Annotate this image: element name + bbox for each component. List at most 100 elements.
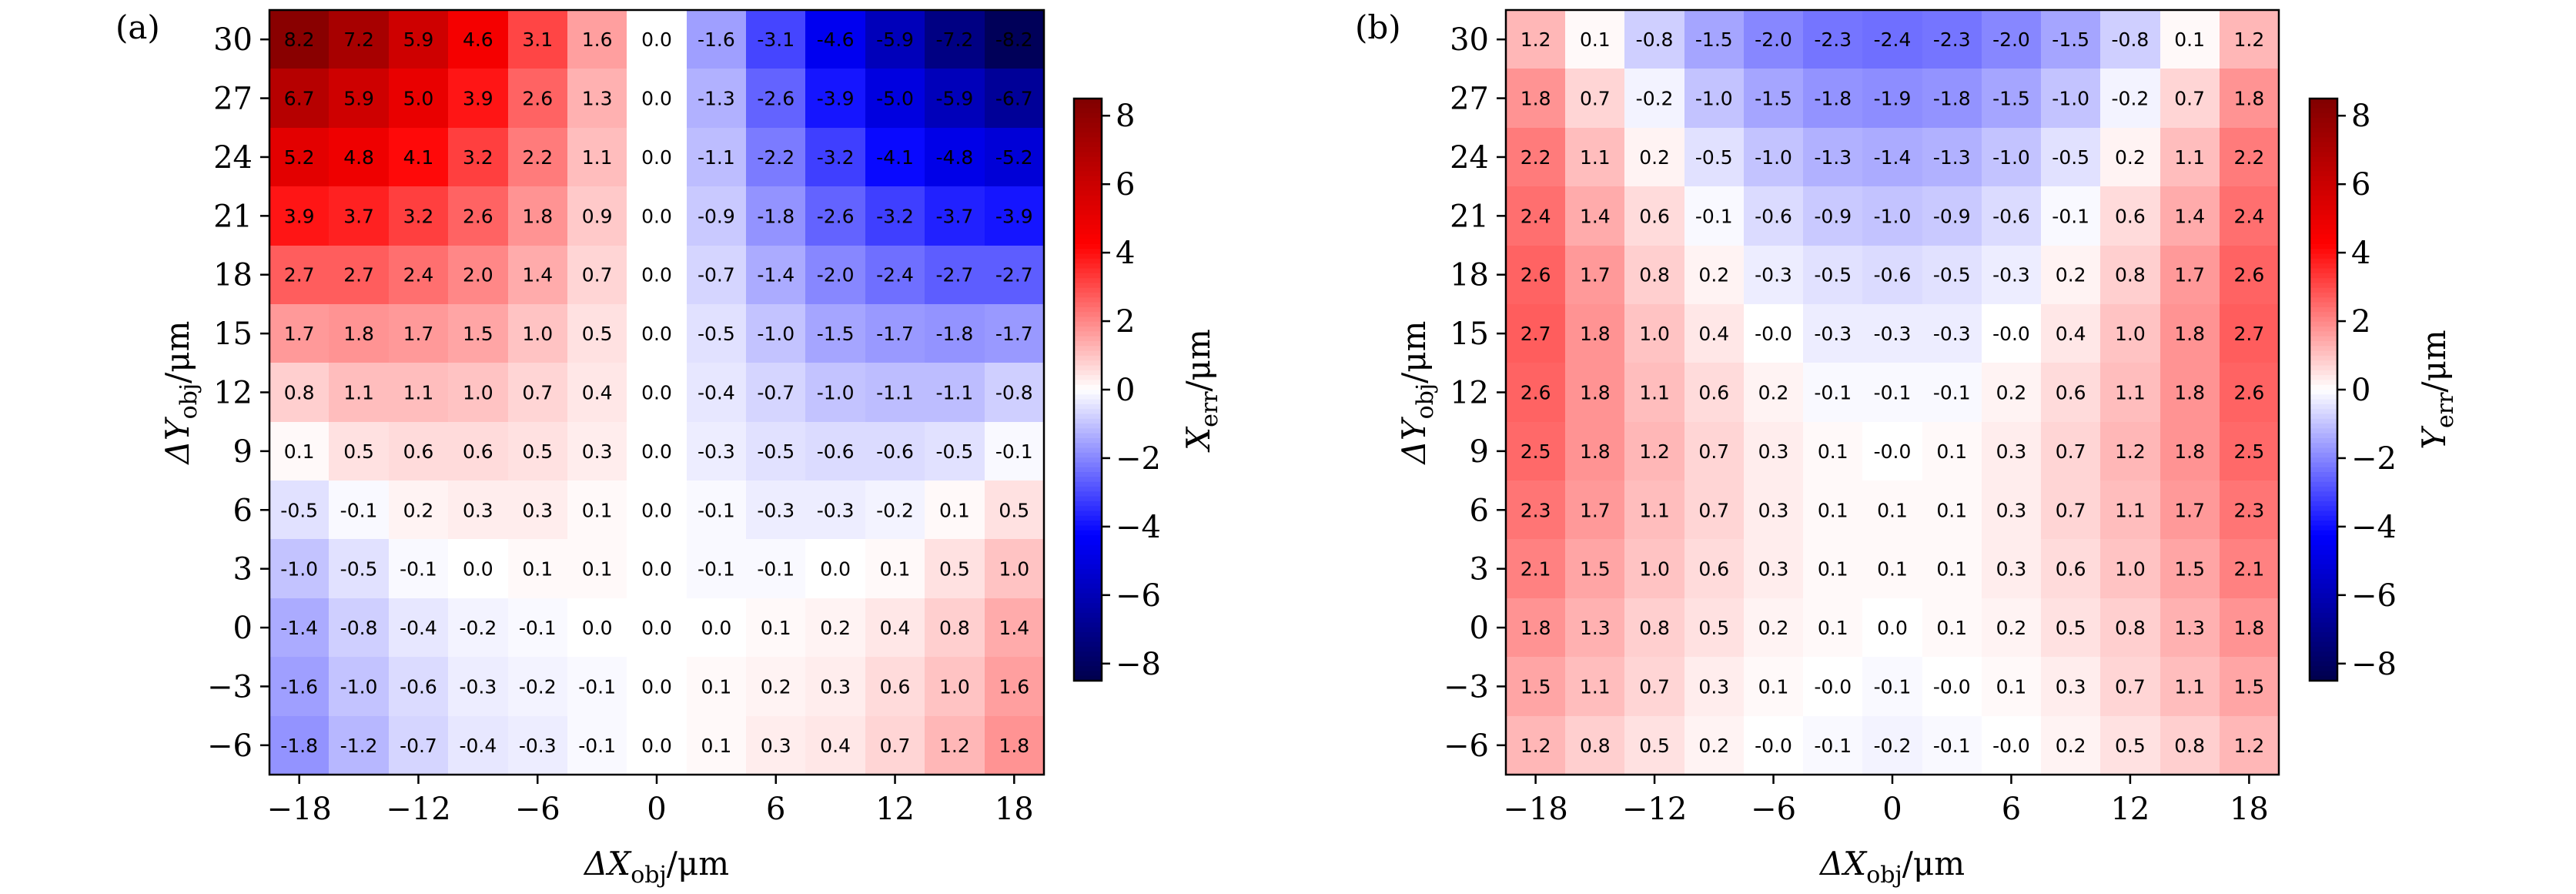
heatmap-cell [329,716,390,775]
colorbar-segment [2310,603,2337,609]
cell-value-label: 0.0 [641,264,672,286]
x-axis-label-main: ΔX [583,845,632,882]
cell-value-label: -3.2 [876,205,914,227]
cell-value-label: 4.1 [403,146,434,169]
cell-value-label: 0.8 [2115,264,2146,286]
y-tick-label: −6 [1444,728,1489,764]
cell-value-label: 0.1 [1818,617,1848,639]
cell-value-label: 2.7 [1521,323,1551,345]
colorbar-segment [1074,603,1102,609]
heatmap-cell [2160,657,2220,717]
cell-value-label: 0.4 [1698,323,1729,345]
heatmap-cell [746,186,806,246]
colorbar-segment [2310,632,2337,638]
cell-value-label: 0.1 [2174,28,2205,51]
cell-value-label: 0.0 [641,440,672,463]
heatmap-cell [925,598,985,658]
cell-value-label: 1.0 [2115,323,2146,345]
cell-value-label: 0.6 [880,675,911,698]
x-tick-label: 12 [2110,792,2149,827]
heatmap-cell [805,128,866,187]
colorbar-segment [2310,622,2337,628]
heatmap-cell [1803,10,1863,69]
heatmap-cell [1803,422,1863,481]
colorbar-segment [2310,103,2337,109]
heatmap-cell [448,246,509,305]
heatmap-cell [687,246,747,305]
x-axis-label-subscript: obj [1866,862,1902,889]
y-axis-label-subscript: obj [176,383,202,420]
cell-value-label: 0.1 [1818,558,1848,581]
colorbar-segment [2310,394,2337,400]
heatmap-cell [865,716,925,775]
cell-value-label: 1.0 [939,675,970,698]
heatmap-cell [1624,128,1685,187]
heatmap-cell [1862,186,1923,246]
colorbar-segment [1074,666,1102,671]
heatmap-cell [329,246,390,305]
colorbar-tick-label: −6 [1116,578,1161,614]
cell-value-label: 1.1 [1580,146,1611,169]
colorbar-segment [1074,297,1102,303]
heatmap-cell [865,69,925,129]
colorbar-segment [1074,326,1102,332]
cell-value-label: 0.0 [641,205,672,227]
heatmap-cell [687,363,747,423]
cell-value-label: 1.0 [463,382,493,404]
cell-value-label: 0.1 [761,617,791,639]
colorbar-segment [1074,196,1102,201]
cell-value-label: 0.5 [2115,735,2146,757]
heatmap-cell [985,657,1045,717]
cell-value-label: 0.2 [1996,617,2027,639]
heatmap-cell [2100,10,2161,69]
x-tick-label: −6 [1751,792,1796,827]
heatmap-cell [1862,657,1923,717]
heatmap-cell [1506,716,1566,775]
colorbar-tick-label: 8 [1116,99,1135,134]
heatmap-cell [1803,657,1863,717]
cell-value-label: -1.0 [817,382,855,404]
colorbar-segment [2310,578,2337,584]
heatmap-cell [329,539,390,599]
heatmap-cell [269,422,330,481]
cell-value-label: -0.6 [876,440,914,463]
colorbar-segment [1074,239,1102,245]
cell-value-label: 1.0 [2115,558,2146,581]
colorbar-segment [1074,370,1102,376]
heatmap-cell [687,186,747,246]
cell-value-label: 1.7 [1580,499,1611,521]
colorbar-segment [1074,306,1102,313]
colorbar-segment [2310,399,2337,405]
heatmap-cell [1624,186,1685,246]
cell-value-label: 0.8 [284,382,315,404]
colorbar-segment [2310,118,2337,124]
cell-value-label: 0.1 [1758,675,1789,698]
heatmap-cell [508,304,568,363]
heatmap-cell [627,10,687,69]
heatmap-cell [269,304,330,363]
cell-value-label: 3.7 [343,205,374,227]
heatmap-cell [2100,246,2161,305]
colorbar-tick-label: 0 [1116,373,1135,408]
heatmap-cell [1982,480,2042,540]
colorbar-segment [1074,564,1102,570]
cell-value-label: 1.4 [522,264,553,286]
colorbar-segment [2310,651,2337,658]
cell-value-label: 1.5 [463,323,493,345]
heatmap-cell [1862,304,1923,363]
cell-value-label: 0.3 [463,499,493,521]
colorbar: 8 6 4 2 0 −2 −4 −6 −8 Yerr/μm [2308,97,2459,682]
heatmap-cell [2220,657,2280,717]
heatmap-cell [865,422,925,481]
colorbar-segment [1074,331,1102,337]
colorbar-tick-label: −8 [1116,647,1161,682]
cell-value-label: 1.8 [999,735,1029,757]
heatmap-cell [2100,539,2161,599]
colorbar-segment [1074,122,1102,129]
heatmap-cell [985,246,1045,305]
colorbar-segment [2310,166,2337,172]
heatmap-cell [1922,304,1982,363]
cell-value-label: 0.3 [761,735,791,757]
heatmap-cell [448,716,509,775]
